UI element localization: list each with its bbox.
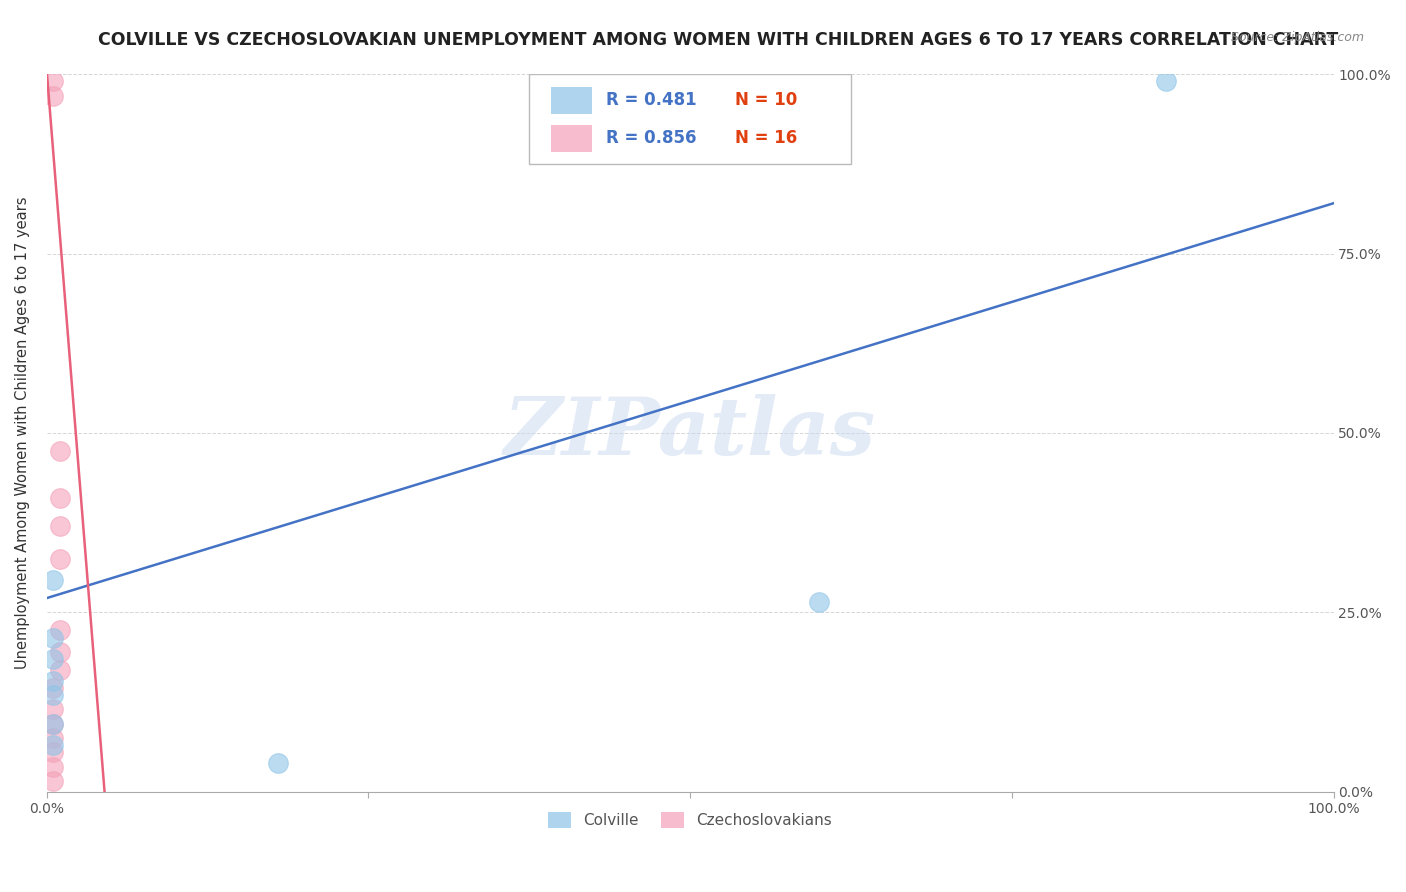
Legend: Colville, Czechoslovakians: Colville, Czechoslovakians: [541, 806, 838, 835]
Text: ZIPatlas: ZIPatlas: [503, 394, 876, 472]
Point: [42, 716, 65, 731]
Point: [48, 624, 70, 638]
Point: [42, 673, 65, 688]
Text: Source: ZipAtlas.com: Source: ZipAtlas.com: [1230, 31, 1364, 45]
Bar: [551, 125, 592, 152]
Point: [42, 74, 65, 88]
Point: [42, 702, 65, 716]
Bar: [551, 87, 592, 114]
Point: [807, 595, 830, 609]
Text: R = 0.856: R = 0.856: [606, 128, 697, 147]
Point: [42, 760, 65, 774]
Text: N = 16: N = 16: [735, 128, 797, 147]
Point: [42, 688, 65, 702]
Point: [42, 573, 65, 587]
Y-axis label: Unemployment Among Women with Children Ages 6 to 17 years: Unemployment Among Women with Children A…: [15, 197, 30, 669]
Text: R = 0.481: R = 0.481: [606, 91, 697, 109]
Point: [48, 444, 70, 458]
Point: [48, 551, 70, 566]
FancyBboxPatch shape: [529, 74, 851, 164]
Point: [48, 491, 70, 505]
Text: COLVILLE VS CZECHOSLOVAKIAN UNEMPLOYMENT AMONG WOMEN WITH CHILDREN AGES 6 TO 17 : COLVILLE VS CZECHOSLOVAKIAN UNEMPLOYMENT…: [98, 31, 1339, 49]
Point: [42, 716, 65, 731]
Point: [42, 631, 65, 645]
Point: [267, 756, 290, 771]
Point: [48, 519, 70, 533]
Point: [42, 652, 65, 666]
Point: [48, 645, 70, 659]
Point: [42, 739, 65, 753]
Text: N = 10: N = 10: [735, 91, 797, 109]
Point: [48, 663, 70, 677]
Point: [1154, 74, 1177, 88]
Point: [42, 746, 65, 760]
Point: [42, 774, 65, 789]
Point: [42, 681, 65, 695]
Point: [42, 88, 65, 103]
Point: [42, 731, 65, 745]
